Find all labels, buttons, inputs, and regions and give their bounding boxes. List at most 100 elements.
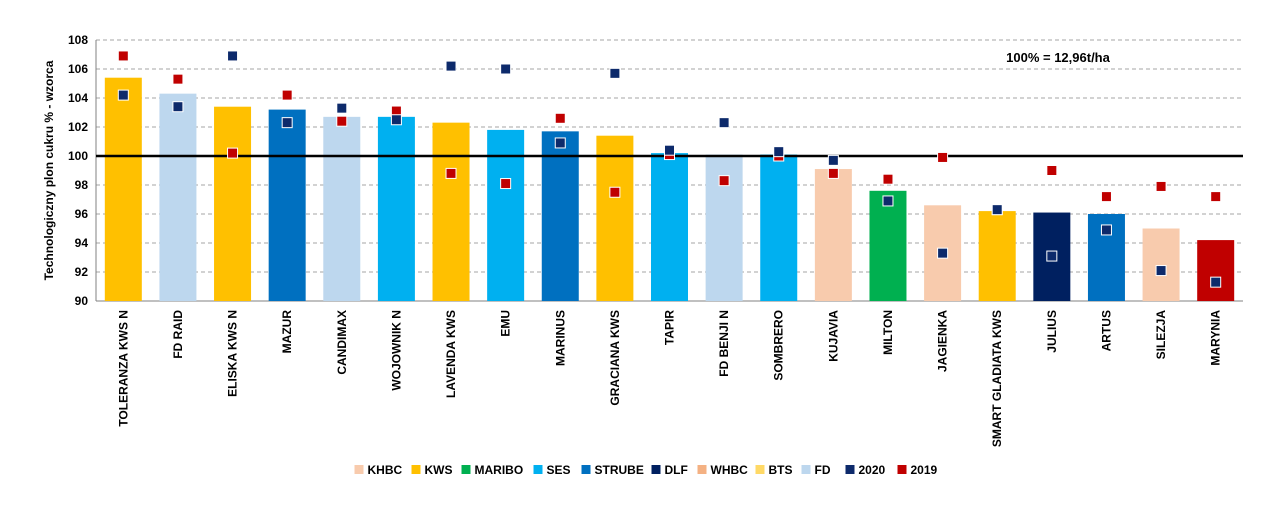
y-tick-label: 96 [75, 207, 89, 221]
legend-label: 2020 [859, 463, 886, 477]
legend-swatch [845, 465, 855, 474]
marker-2020 [1210, 276, 1222, 288]
y-tick-label: 92 [75, 265, 89, 279]
legend-label: BTS [769, 463, 793, 477]
category-label: ELISKA KWS N [226, 310, 240, 397]
legend-label: SES [547, 463, 571, 477]
category-label: WOJOWNIK N [389, 310, 403, 391]
marker-2020 [1100, 224, 1112, 236]
legend-swatch [533, 465, 543, 474]
category-label: FD BENJI N [717, 310, 731, 377]
category-label: SOMBRERO [772, 310, 786, 381]
marker-2020 [937, 247, 949, 259]
bar [487, 129, 525, 301]
category-label: SMART GLADIATA KWS [990, 310, 1004, 447]
marker-2019 [281, 89, 293, 101]
marker-2019 [172, 73, 184, 85]
legend-swatch [354, 465, 364, 474]
bar [377, 116, 415, 301]
bar [814, 169, 852, 301]
scale-annotation: 100% = 12,96t/ha [1006, 50, 1110, 65]
bar [104, 77, 142, 301]
marker-2020 [882, 195, 894, 207]
marker-2020 [500, 63, 512, 75]
bar [159, 93, 197, 302]
bar [1197, 240, 1235, 301]
marker-2020 [172, 101, 184, 113]
marker-2020 [991, 204, 1003, 216]
category-label: ARTUS [1099, 310, 1113, 351]
legend-label: WHBC [711, 463, 749, 477]
marker-2020 [390, 114, 402, 126]
marker-2020 [827, 154, 839, 166]
marker-2019 [1100, 191, 1112, 203]
marker-2020 [554, 137, 566, 149]
legend-swatch [581, 465, 591, 474]
marker-2020 [1046, 250, 1058, 262]
legend-swatch [697, 465, 707, 474]
y-tick-label: 98 [75, 178, 89, 192]
category-label: GRACIANA KWS [608, 310, 622, 406]
bar [541, 131, 579, 301]
y-tick-label: 100 [68, 149, 88, 163]
marker-2020 [281, 117, 293, 129]
legend-label: KHBC [368, 463, 403, 477]
y-tick-label: 108 [68, 33, 88, 47]
marker-2019 [609, 186, 621, 198]
marker-2020 [445, 60, 457, 72]
bar [869, 190, 907, 301]
y-tick-label: 94 [75, 236, 89, 250]
category-label: FD RAID [171, 310, 185, 359]
bar [268, 109, 306, 301]
marker-2019 [227, 147, 239, 159]
bar [323, 116, 361, 301]
category-label: TAPIR [663, 310, 677, 345]
category-label: JAGIENKA [936, 310, 950, 372]
category-label: JULIUS [1045, 310, 1059, 353]
legend-swatch [411, 465, 421, 474]
legend-swatch [461, 465, 471, 474]
y-tick-label: 102 [68, 120, 88, 134]
bar [651, 153, 688, 301]
legend-label: FD [815, 463, 831, 477]
bar [978, 211, 1016, 301]
bar [760, 154, 798, 301]
category-label: SILEZJA [1154, 310, 1168, 360]
marker-2019 [827, 167, 839, 179]
marker-2019 [1046, 165, 1058, 176]
legend-swatch [651, 465, 661, 474]
marker-2019 [554, 112, 566, 124]
marker-2020 [609, 67, 621, 79]
marker-2020 [718, 117, 730, 129]
category-label: LAVENDA KWS [444, 310, 458, 398]
marker-2020 [227, 50, 239, 62]
marker-2019 [1210, 191, 1222, 203]
legend-swatch [897, 465, 907, 474]
y-tick-label: 104 [68, 91, 88, 105]
legend-label: STRUBE [595, 463, 644, 477]
marker-2020 [1155, 265, 1167, 277]
bar [1142, 228, 1180, 301]
legend-label: DLF [665, 463, 688, 477]
category-label: MAZUR [280, 310, 294, 354]
legend-swatch [801, 465, 811, 474]
marker-2019 [882, 173, 894, 185]
category-label: TOLERANZA KWS N [116, 310, 130, 427]
bar [432, 122, 470, 302]
bar [596, 135, 634, 301]
marker-2019 [500, 178, 512, 190]
y-tick-label: 106 [68, 62, 88, 76]
marker-2019 [445, 167, 457, 179]
category-label: MARINUS [553, 310, 567, 366]
marker-2019 [1155, 180, 1167, 192]
y-axis-label: Technologiczny plon cukru % - wzorca [42, 60, 56, 280]
category-label: KUJAVIA [826, 310, 840, 362]
legend-label: MARIBO [475, 463, 524, 477]
legend-label: KWS [425, 463, 453, 477]
marker-2019 [718, 175, 730, 187]
bar [214, 106, 252, 301]
legend-swatch [755, 465, 765, 474]
legend-label: 2019 [911, 463, 938, 477]
